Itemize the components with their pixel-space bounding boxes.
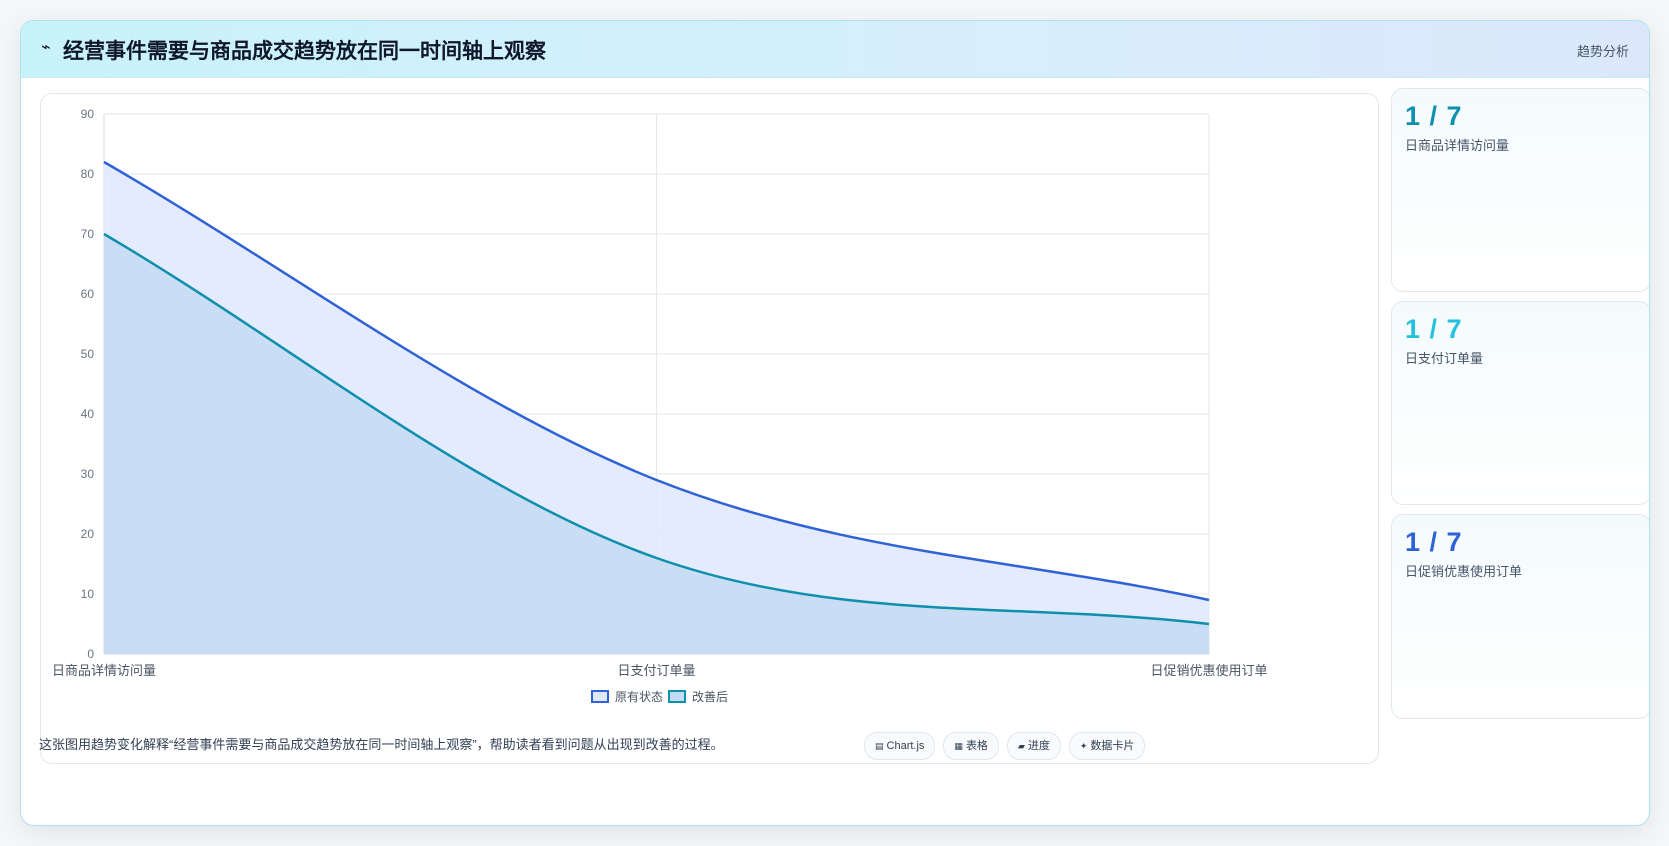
- kpi-value: 1 / 7: [1405, 527, 1463, 557]
- y-tick-label: 20: [81, 527, 95, 541]
- chip-label: 进度: [1027, 740, 1050, 752]
- x-axis-categories: 日商品详情访问量 日支付订单量 日促销优惠使用订单: [52, 663, 1268, 678]
- table-icon: ▦: [954, 741, 963, 751]
- y-tick-label: 10: [81, 587, 95, 601]
- chart-lines: [103, 160, 1210, 626]
- kpi-label: 日支付订单量: [1405, 351, 1484, 366]
- legend-label-0: 原有状态: [615, 690, 663, 704]
- legend-label-1: 改善后: [692, 689, 728, 704]
- y-tick-label: 50: [81, 347, 95, 361]
- line-series-0: [103, 160, 1210, 602]
- y-tick-label: 90: [81, 107, 95, 121]
- kpi-value: 1 / 7: [1405, 101, 1463, 131]
- area-chart: 0 10 20 30 40 50 60 70 80 90 日商品详情访问量 日支付订单量 日促销优惠使…: [52, 107, 1268, 704]
- x-category-label: 日商品详情访问量: [52, 663, 156, 678]
- chart-description: 这张图用趋势变化解释“经营事件需要与商品成交趋势放在同一时间轴上观察”，帮助读者…: [39, 737, 724, 752]
- x-category-label: 日支付订单量: [617, 663, 695, 678]
- y-tick-label: 0: [87, 647, 94, 661]
- y-tick-label: 70: [81, 227, 95, 241]
- area-fill-series-1: [104, 234, 1209, 654]
- trend-icon: ⌁: [41, 39, 51, 56]
- y-tick-label: 80: [81, 167, 95, 181]
- y-tick-label: 60: [81, 287, 95, 301]
- chart-areas: [104, 162, 1209, 654]
- x-category-label: 日促销优惠使用订单: [1150, 663, 1267, 678]
- chip-chartjs[interactable]: ▤ Chart.js: [864, 732, 936, 760]
- kpi-value: 1 / 7: [1405, 314, 1463, 344]
- chip-label: 表格: [965, 740, 988, 752]
- progress-icon: ▰: [1017, 741, 1025, 751]
- chip-table[interactable]: ▦ 表格: [943, 732, 999, 760]
- chart-legend: 原有状态 改善后: [591, 689, 728, 704]
- dashboard-card: ⌁ 经营事件需要与商品成交趋势放在同一时间轴上观察 趋势分析 0 10 20 30 40…: [20, 20, 1650, 826]
- page-title: 经营事件需要与商品成交趋势放在同一时间轴上观察: [63, 40, 546, 63]
- category-tag: 趋势分析: [1576, 44, 1629, 59]
- y-tick-label: 30: [81, 467, 95, 481]
- kpi-label: 日促销优惠使用订单: [1405, 564, 1523, 579]
- line-series-1: [103, 232, 1210, 626]
- sparkle-icon: ✦: [1079, 741, 1088, 751]
- chip-progress[interactable]: ▰ 进度: [1006, 732, 1061, 760]
- chip-label: Chart.js: [886, 740, 925, 752]
- kpi-card-1: 1 / 7 日商品详情访问量: [1391, 88, 1649, 292]
- chart-icon: ▤: [875, 741, 884, 751]
- legend-swatch-0: [591, 690, 609, 703]
- kpi-label: 日商品详情访问量: [1405, 138, 1510, 153]
- y-tick-label: 40: [81, 407, 95, 421]
- tech-chips: ▤ Chart.js ▦ 表格 ▰ 进度 ✦ 数据卡片: [864, 732, 1146, 760]
- chip-data-cards[interactable]: ✦ 数据卡片: [1068, 732, 1146, 760]
- kpi-card-2: 1 / 7 日支付订单量: [1391, 301, 1649, 505]
- card-header: ⌁ 经营事件需要与商品成交趋势放在同一时间轴上观察 趋势分析: [21, 21, 1649, 78]
- chip-label: 数据卡片: [1090, 740, 1135, 752]
- y-axis-ticks: 0 10 20 30 40 50 60 70 80 90: [81, 107, 95, 661]
- chart-panel: 0 10 20 30 40 50 60 70 80 90 日商品详情访问量 日支付订单量 日促销优惠使…: [40, 93, 1379, 764]
- kpi-card-3: 1 / 7 日促销优惠使用订单: [1391, 514, 1649, 719]
- legend-swatch-1: [668, 690, 686, 703]
